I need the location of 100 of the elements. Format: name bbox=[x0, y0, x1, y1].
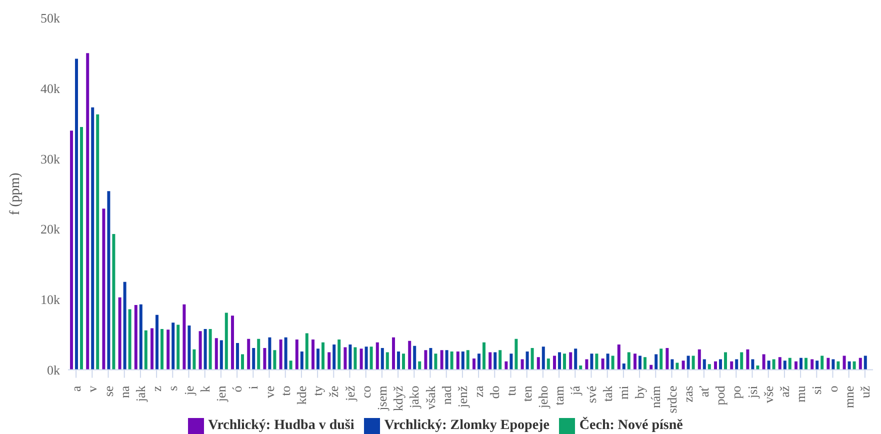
bar bbox=[305, 333, 308, 370]
bar bbox=[144, 330, 148, 370]
bar bbox=[188, 325, 191, 370]
bar bbox=[354, 347, 357, 370]
bar bbox=[530, 348, 534, 370]
bar bbox=[569, 352, 572, 370]
bar bbox=[553, 356, 556, 370]
bar bbox=[461, 351, 464, 370]
bar bbox=[526, 351, 529, 370]
bar bbox=[794, 361, 798, 370]
x-tick-label: už bbox=[857, 386, 872, 398]
x-tick-label: až bbox=[776, 386, 792, 398]
bar bbox=[692, 356, 695, 370]
bar bbox=[783, 360, 786, 370]
y-tick-label: 10k bbox=[40, 292, 60, 308]
bar bbox=[746, 349, 750, 370]
legend-label: Vrchlický: Hudba v duši bbox=[208, 418, 354, 433]
bar bbox=[698, 349, 701, 370]
x-tick-label: jak bbox=[132, 385, 148, 403]
x-tick-label: zas bbox=[680, 386, 696, 402]
x-tick-label: srdce bbox=[664, 386, 680, 414]
bar bbox=[418, 361, 422, 370]
bar bbox=[482, 342, 486, 370]
x-tick-label: mne bbox=[841, 386, 856, 408]
bar bbox=[682, 360, 685, 370]
x-tick-label: co bbox=[358, 386, 374, 398]
x-tick-label: po bbox=[728, 386, 744, 399]
bar bbox=[816, 360, 819, 370]
bar bbox=[370, 346, 373, 370]
x-tick-label: že bbox=[326, 386, 342, 398]
bar bbox=[466, 350, 470, 370]
x-tick-label: za bbox=[471, 386, 486, 398]
bar bbox=[650, 364, 653, 370]
bar bbox=[514, 338, 518, 370]
x-tick-label: se bbox=[100, 386, 116, 397]
bar bbox=[123, 282, 126, 370]
bar bbox=[644, 357, 646, 370]
bar bbox=[676, 362, 679, 370]
x-tick-label: je bbox=[181, 386, 196, 396]
bar bbox=[172, 322, 175, 370]
bar bbox=[585, 359, 588, 370]
x-tick-label: by bbox=[632, 385, 648, 399]
bar bbox=[670, 359, 674, 370]
legend-label: Čech: Nové písně bbox=[579, 418, 683, 433]
bar bbox=[198, 331, 202, 370]
bar bbox=[498, 350, 502, 370]
bar bbox=[772, 359, 776, 370]
bar bbox=[91, 107, 94, 370]
bar bbox=[627, 352, 630, 370]
bar bbox=[494, 352, 497, 370]
bar bbox=[842, 356, 846, 370]
bar bbox=[858, 358, 862, 370]
bar bbox=[724, 352, 727, 370]
bar bbox=[380, 348, 384, 370]
x-tick-label: jsi bbox=[744, 385, 760, 400]
bar bbox=[456, 351, 460, 370]
bar bbox=[424, 350, 428, 370]
bar bbox=[595, 354, 598, 370]
bar bbox=[826, 358, 830, 370]
bar bbox=[666, 348, 669, 370]
bar bbox=[450, 351, 454, 370]
bar bbox=[316, 348, 320, 370]
bar bbox=[328, 352, 331, 370]
x-tick-label: však bbox=[422, 385, 438, 410]
bar bbox=[606, 354, 610, 370]
bar bbox=[440, 350, 444, 370]
bar bbox=[800, 358, 802, 370]
bar bbox=[150, 328, 154, 370]
bar bbox=[160, 328, 164, 370]
bar bbox=[360, 348, 363, 370]
bar bbox=[590, 354, 594, 370]
bar bbox=[402, 354, 405, 370]
bar bbox=[408, 340, 412, 370]
bar bbox=[231, 316, 234, 370]
bar bbox=[166, 330, 170, 370]
bar bbox=[579, 366, 582, 370]
x-tick-label: ty bbox=[310, 385, 326, 396]
bar bbox=[236, 343, 239, 370]
x-tick-label: jen bbox=[213, 385, 228, 403]
bar bbox=[241, 354, 244, 370]
x-tick-label: nám bbox=[648, 386, 664, 408]
bar bbox=[778, 357, 782, 370]
x-tick-label: tam bbox=[552, 386, 567, 406]
bar bbox=[322, 342, 324, 370]
bar bbox=[820, 356, 824, 370]
bar bbox=[574, 348, 578, 370]
x-tick-label: ten bbox=[519, 385, 534, 402]
bar bbox=[102, 208, 106, 370]
bar bbox=[397, 351, 400, 370]
bar bbox=[112, 234, 116, 370]
x-tick-label: tu bbox=[503, 385, 518, 396]
bar bbox=[488, 352, 492, 370]
bar bbox=[392, 337, 395, 370]
x-tick-label: své bbox=[584, 386, 599, 404]
bar bbox=[273, 350, 276, 370]
bar bbox=[719, 359, 722, 370]
bar bbox=[344, 347, 347, 370]
bar bbox=[767, 360, 770, 370]
bar bbox=[80, 127, 83, 370]
bar bbox=[788, 358, 792, 370]
